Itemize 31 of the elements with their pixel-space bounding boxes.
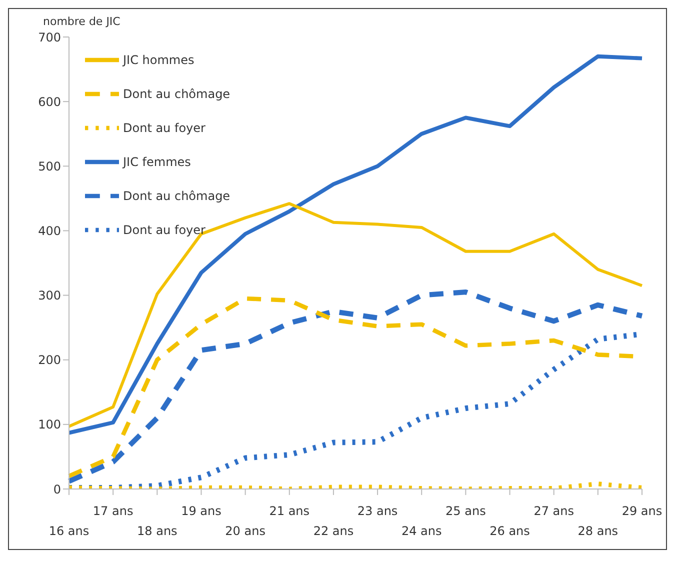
- x-tick-label: 17 ans: [92, 504, 134, 518]
- x-tick-label: 25 ans: [446, 504, 486, 518]
- legend-label: JIC femmes: [123, 155, 191, 170]
- x-tick-label: 23 ans: [357, 504, 398, 518]
- x-tick-label: 18 ans: [137, 524, 178, 538]
- x-tick-label: 26 ans: [490, 524, 530, 538]
- y-tick-label: 500: [38, 159, 61, 174]
- y-tick-label: 0: [53, 482, 61, 496]
- x-tick-label: 22 ans: [313, 524, 354, 538]
- x-tick-label: 20 ans: [225, 524, 266, 538]
- legend-label: Dont au foyer: [123, 121, 206, 136]
- legend-label: Dont au foyer: [123, 223, 206, 238]
- y-tick-label: 200: [38, 353, 61, 368]
- y-tick-label: 100: [38, 418, 61, 432]
- x-tick-label: 16 ans: [48, 524, 90, 538]
- line-series: [67, 54, 644, 435]
- legend-label: Dont au chômage: [123, 87, 230, 102]
- x-tick-label: 29 ans: [622, 504, 662, 518]
- legend-label: Dont au chômage: [123, 189, 230, 204]
- x-tick-label: 19 ans: [181, 504, 222, 518]
- y-axis-title: nombre de JIC: [43, 15, 122, 29]
- legend-label: JIC hommes: [123, 53, 194, 68]
- x-tick-label: 28 ans: [578, 524, 618, 538]
- y-tick-label: 600: [38, 94, 61, 109]
- x-tick-label: 27 ans: [534, 504, 574, 518]
- y-tick-label: 700: [38, 30, 61, 44]
- line-series: [68, 202, 644, 428]
- x-tick-label: 24 ans: [401, 524, 442, 538]
- x-tick-label: 21 ans: [269, 504, 310, 518]
- y-tick-label: 400: [38, 224, 61, 238]
- y-tick-label: 300: [38, 288, 61, 303]
